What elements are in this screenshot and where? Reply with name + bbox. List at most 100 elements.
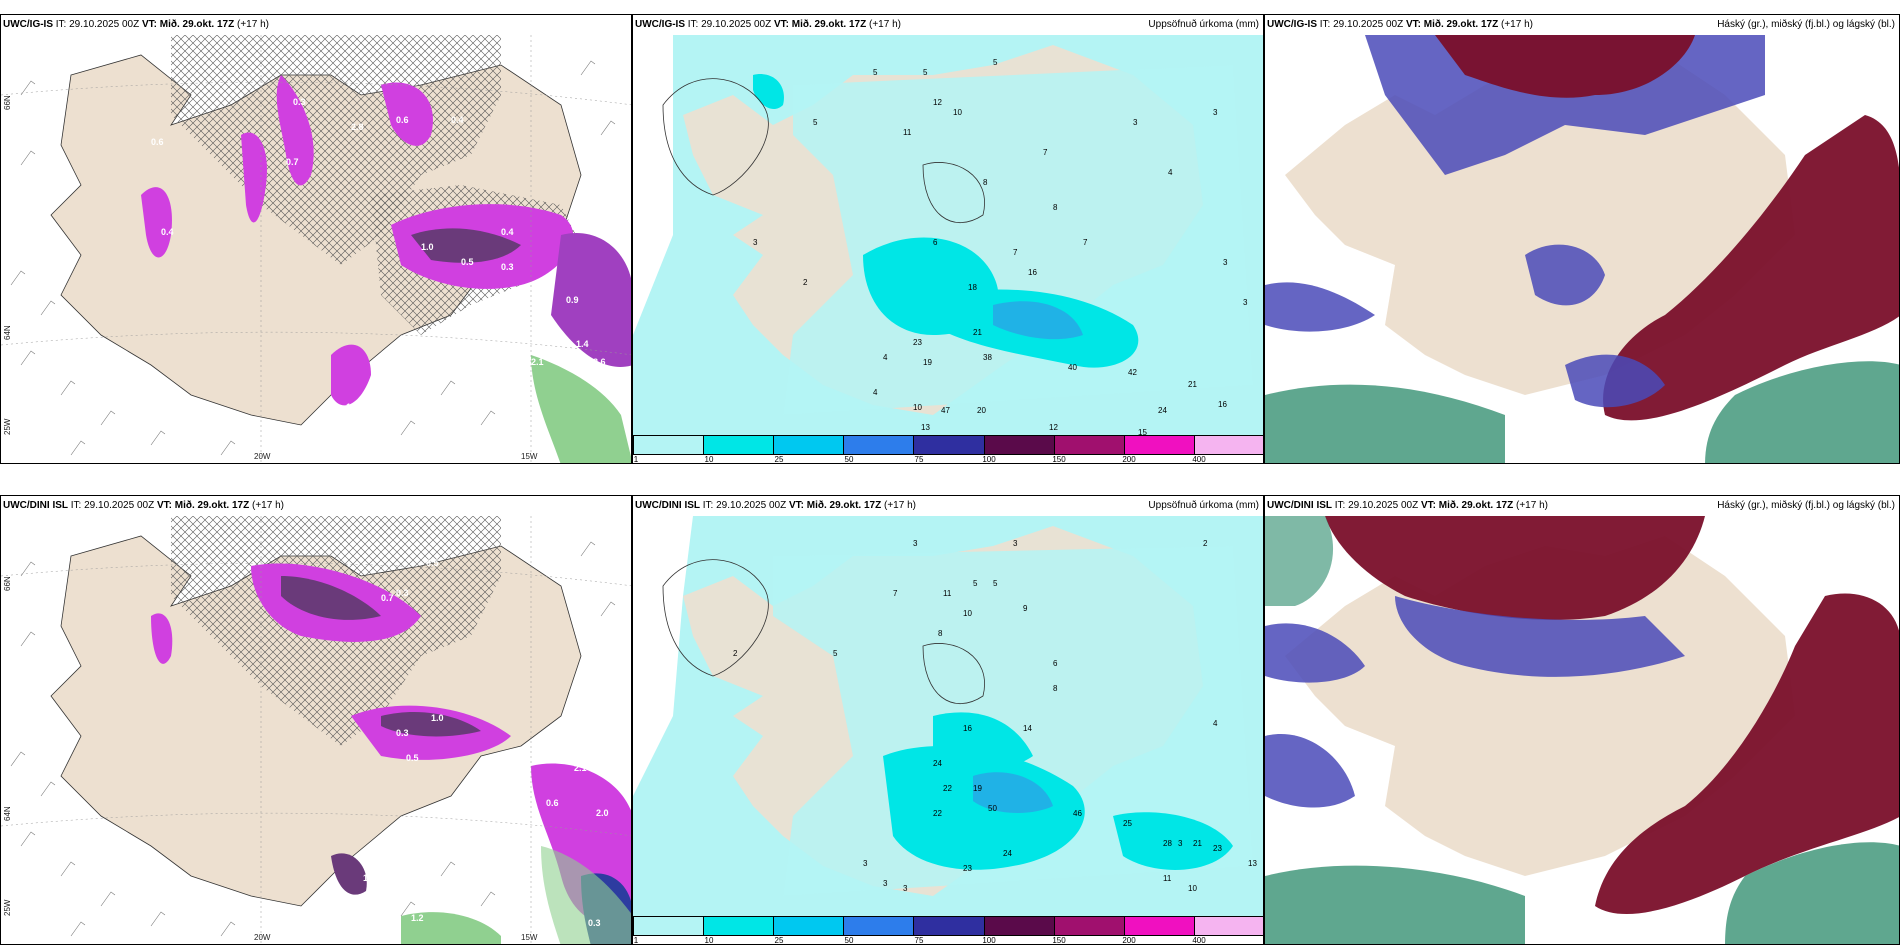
precip-value: 11 [903, 128, 912, 137]
wind-value: 0.7 [286, 157, 299, 167]
map-cloud-cover [1265, 35, 1899, 463]
map-cloud-cover [1265, 516, 1899, 944]
precip-value: 46 [1073, 809, 1082, 818]
precip-value: 3 [753, 238, 758, 247]
precip-value: 20 [977, 406, 986, 415]
precip-value: 5 [813, 118, 818, 127]
precip-value: 4 [883, 353, 888, 362]
precip-value: 4 [1168, 168, 1173, 177]
precip-value: 25 [1123, 819, 1132, 828]
lat-label: 25W [3, 418, 12, 435]
precip-value: 50 [988, 804, 997, 813]
panel-title: UWC/IG-IS IT: 29.10.2025 00Z VT: Mið. 29… [1267, 19, 1533, 30]
precip-value: 3 [903, 884, 908, 893]
precip-value: 19 [973, 784, 982, 793]
legend-swatch [914, 917, 985, 935]
precip-value: 13 [921, 423, 930, 432]
precip-value: 23 [963, 864, 972, 873]
legend-labels: 1 10 25 50 75 100 150 200 400 [633, 455, 1206, 464]
precip-value: 8 [1053, 684, 1058, 693]
wind-value: 0.5 [461, 257, 474, 267]
wind-value: 0.3 [293, 97, 306, 107]
wind-value: 0.5 [496, 863, 509, 873]
wind-value: 2.8 [351, 122, 364, 132]
precip-value: 21 [973, 328, 982, 337]
precip-value: 16 [1218, 400, 1227, 409]
wind-value: 0.3 [588, 918, 601, 928]
wind-value: 1.2 [411, 913, 424, 923]
legend-swatch [774, 436, 845, 454]
lat-label: 64N [3, 325, 12, 340]
legend-swatch [844, 436, 915, 454]
precip-value: 5 [833, 649, 838, 658]
precip-value: 3 [1243, 298, 1248, 307]
precip-value: 16 [1028, 268, 1037, 277]
legend-swatch [1124, 917, 1195, 935]
precip-value: 16 [963, 724, 972, 733]
wind-value: 0.9 [566, 295, 579, 305]
map-wind-precip: 0.5 0.3 1.0 0.7 0.3 0.5 2.1 1.6 0.6 0.5 … [1, 516, 631, 944]
precip-value: 2 [1203, 539, 1208, 548]
precip-value: 3 [883, 879, 888, 888]
precip-value: 8 [938, 629, 943, 638]
precip-value: 12 [933, 98, 942, 107]
legend-swatch [774, 917, 845, 935]
panel-title: UWC/DINI ISL IT: 29.10.2025 00Z VT: Mið.… [635, 500, 916, 511]
wind-value: 0.6 [396, 115, 409, 125]
precip-value: 2 [733, 649, 738, 658]
precip-value: 10 [953, 108, 962, 117]
lat-label: 66N [3, 95, 12, 110]
lon-label: 20W [254, 933, 271, 942]
precip-value: 7 [1083, 238, 1088, 247]
wind-value: 2.0 [596, 808, 609, 818]
precip-value: 11 [943, 589, 952, 598]
lat-label: 64N [3, 806, 12, 821]
panel-title: UWC/DINI ISL IT: 29.10.2025 00Z VT: Mið.… [3, 500, 284, 511]
precip-value: 22 [943, 784, 952, 793]
wind-value: 1.4 [576, 339, 589, 349]
precip-value: 3 [913, 539, 918, 548]
precip-value: 28 [1163, 839, 1172, 848]
wind-value: 2.1 [531, 357, 544, 367]
precip-value: 3 [1213, 108, 1218, 117]
precip-value: 8 [1053, 203, 1058, 212]
precip-value: 21 [1193, 839, 1202, 848]
precip-value: 9 [1023, 604, 1028, 613]
lon-label: 15W [521, 452, 538, 461]
wind-value: 0.4 [501, 227, 514, 237]
panel-clouds-top: UWC/IG-IS IT: 29.10.2025 00Z VT: Mið. 29… [1264, 14, 1900, 464]
precip-value: 4 [1213, 719, 1218, 728]
lon-label: 20W [254, 452, 271, 461]
precip-value: 13 [1248, 859, 1257, 868]
wind-value: 0.3 [396, 728, 409, 738]
precip-value: 8 [983, 178, 988, 187]
precip-value: 3 [1133, 118, 1138, 127]
precip-value: 3 [1223, 258, 1228, 267]
precip-value: 23 [913, 338, 922, 347]
wind-value: 0.6 [546, 798, 559, 808]
wind-value: 0.5 [426, 558, 439, 568]
wind-value: 0.4 [161, 227, 174, 237]
precip-value: 14 [1023, 724, 1032, 733]
precip-value: 5 [973, 579, 978, 588]
legend-swatch [914, 436, 985, 454]
panel-clouds-bottom: UWC/DINI ISL IT: 29.10.2025 00Z VT: Mið.… [1264, 495, 1900, 945]
precip-value: 24 [933, 759, 942, 768]
legend-swatch [1194, 436, 1263, 454]
precip-value: 6 [1053, 659, 1058, 668]
precip-value: 5 [873, 68, 878, 77]
precip-value: 47 [941, 406, 950, 415]
legend-swatch [704, 917, 775, 935]
wind-value: 0.7 [381, 593, 394, 603]
precip-value: 3 [1178, 839, 1183, 848]
precip-value: 7 [893, 589, 898, 598]
wind-value: 0.4 [451, 115, 464, 125]
wind-value: 1.0 [421, 242, 434, 252]
legend-swatch [634, 436, 705, 454]
precip-value: 22 [933, 809, 942, 818]
precip-value: 7 [1013, 248, 1018, 257]
wind-value: 0.3 [396, 588, 409, 598]
precip-value: 5 [923, 68, 928, 77]
precip-value: 10 [963, 609, 972, 618]
wind-value: 0.6 [151, 137, 164, 147]
